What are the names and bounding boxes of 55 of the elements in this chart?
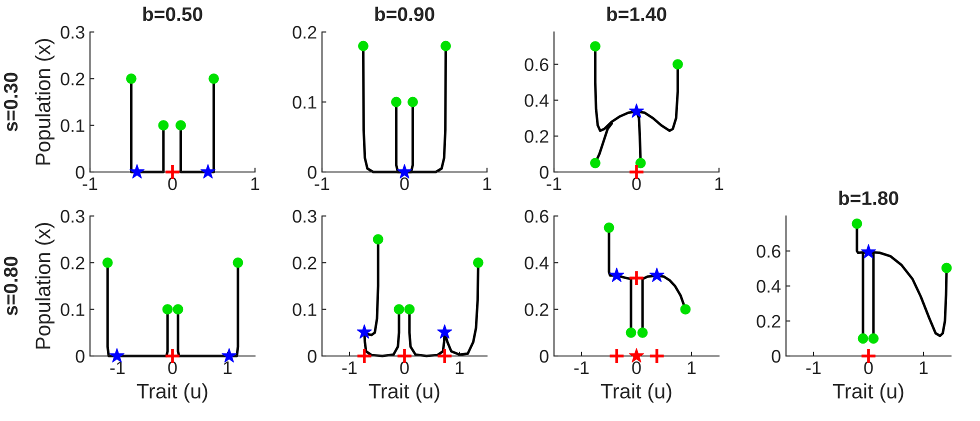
x-tick-label: 1 [920,362,928,374]
y-tick-label: 0.1 [60,303,84,316]
x-tick-label: 0 [632,361,641,374]
y-tick-label: 0 [308,350,316,363]
chart-title: b=1.80 [839,190,898,206]
y-axis-title: Population (x) [35,39,54,165]
x-tick-label: 1 [251,178,260,190]
chart-title: b=1.40 [607,6,666,22]
y-tick-label: 0.2 [292,256,316,270]
y-tick-label: 0.2 [292,26,316,39]
x-tick-label: 1 [483,178,492,190]
x-tick-label: 1 [688,362,696,374]
x-tick-label: -1 [574,362,589,374]
x-tick-label: -1 [110,362,125,374]
x-tick-label: 1 [715,178,724,190]
y-tick-label: 0 [76,350,84,363]
x-tick-label: -1 [806,362,821,374]
x-tick-label: 0 [400,177,409,190]
x-tick-label: -1 [342,362,357,374]
chart-title: b=0.50 [143,6,202,22]
x-axis-title: Trait (u) [600,383,672,403]
y-tick-label: 0.4 [524,94,549,107]
chart-title: b=0.90 [375,6,434,22]
y-tick-label: 0.1 [292,96,316,109]
y-tick-label: 0.1 [60,119,84,132]
y-tick-label: 0.3 [292,210,316,223]
y-tick-label: 0.6 [524,210,548,223]
y-tick-label: 0.1 [292,303,316,316]
y-tick-label: 0 [308,166,316,179]
y-tick-label: 0.3 [60,210,84,223]
y-tick-label: 0 [540,166,548,179]
y-tick-label: 0 [540,350,548,363]
y-tick-label: 0.2 [524,130,548,143]
y-axis-title: Population (x) [35,223,54,349]
y-tick-label: 0 [76,166,84,179]
y-tick-label: 0.2 [524,303,548,316]
y-tick-label: 0.6 [756,244,780,258]
y-tick-label: 0.3 [60,26,84,39]
x-tick-label: 1 [456,362,464,374]
y-tick-label: 0.2 [756,314,780,328]
y-tick-label: 0.4 [524,256,549,270]
x-tick-label: -1 [314,178,330,190]
x-tick-label: -1 [82,178,98,190]
text: s=0.80 [4,256,18,316]
y-tick-label: 0 [772,350,780,363]
y-tick-label: 0.2 [60,72,84,86]
y-tick-label: 0.6 [524,58,548,72]
y-tick-label: 0.4 [756,280,781,293]
x-axis-title: Trait (u) [832,383,904,403]
x-tick-label: -1 [546,178,562,190]
text: s=0.30 [4,72,18,132]
x-axis-title: Trait (u) [368,383,440,403]
y-tick-label: 0.2 [60,256,84,270]
x-tick-label: 1 [224,362,232,374]
x-axis-title: Trait (u) [136,383,208,403]
